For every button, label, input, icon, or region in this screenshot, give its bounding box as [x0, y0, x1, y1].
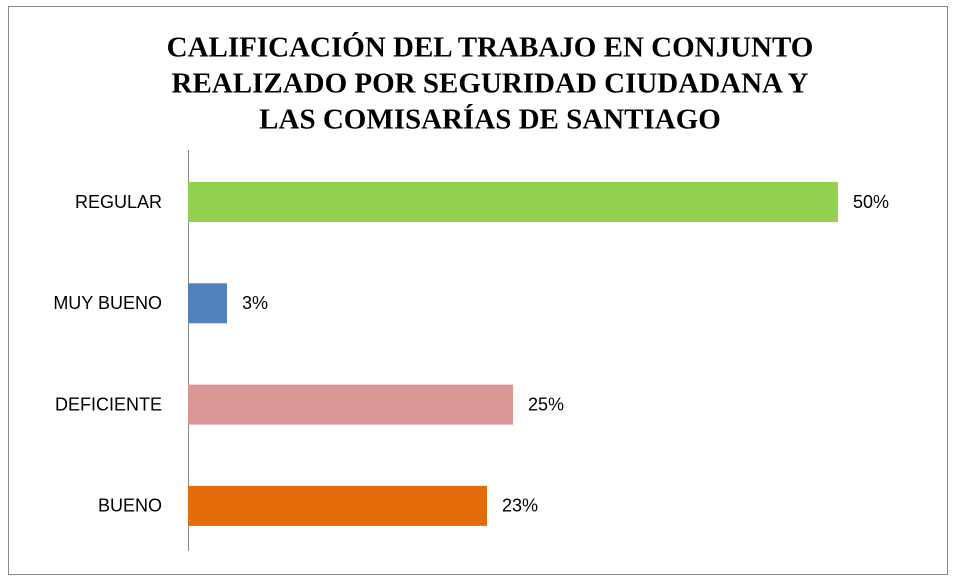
category-label: DEFICIENTE: [55, 394, 162, 414]
data-label: 23%: [502, 496, 538, 516]
data-label: 50%: [853, 192, 889, 212]
data-label: 25%: [528, 394, 564, 414]
chart-title: LAS COMISARÍAS DE SANTIAGO: [259, 103, 721, 136]
bar: [188, 485, 487, 526]
bar: [188, 384, 513, 425]
chart-title: REALIZADO POR SEGURIDAD CIUDADANA Y: [172, 68, 809, 100]
chart-title: CALIFICACIÓN DEL TRABAJO EN CONJUNTO: [167, 31, 814, 64]
category-label: MUY BUENO: [53, 293, 162, 313]
bar: [188, 182, 838, 222]
chart-frame: [8, 6, 948, 575]
bar: [188, 283, 227, 324]
category-label: BUENO: [98, 496, 162, 516]
category-label: REGULAR: [75, 192, 162, 212]
data-label: 3%: [242, 293, 268, 313]
